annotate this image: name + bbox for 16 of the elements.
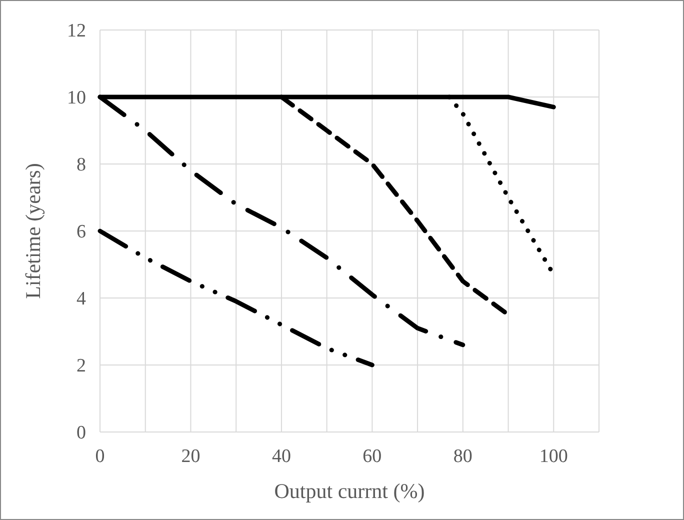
x-tick-label: 40 bbox=[272, 446, 291, 467]
x-tick-label: 20 bbox=[181, 446, 200, 467]
y-tick-label: 2 bbox=[76, 356, 86, 377]
x-tick-label: 0 bbox=[95, 446, 105, 467]
x-tick-label: 60 bbox=[362, 446, 382, 467]
y-tick-label: 10 bbox=[67, 88, 86, 109]
x-axis-title: Output currnt (%) bbox=[274, 479, 425, 503]
x-tick-label: 80 bbox=[453, 446, 472, 467]
y-tick-label: 12 bbox=[67, 20, 86, 42]
y-tick-label: 6 bbox=[76, 222, 86, 243]
y-tick-label: 4 bbox=[76, 288, 86, 310]
x-tick-label: 100 bbox=[539, 446, 568, 467]
y-tick-label: 0 bbox=[76, 422, 86, 444]
y-axis-title: Lifetime (years) bbox=[21, 163, 45, 299]
line-series bbox=[98, 228, 374, 368]
y-tick-label: 8 bbox=[76, 154, 86, 176]
